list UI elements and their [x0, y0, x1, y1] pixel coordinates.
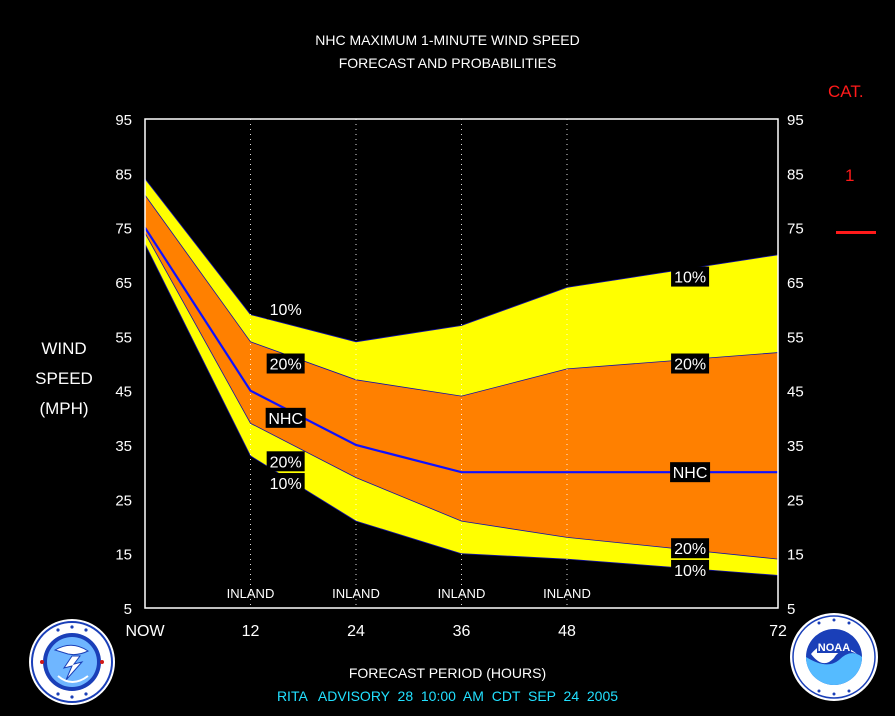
- x-tick-label: 48: [558, 623, 576, 640]
- data-label-box: [265, 407, 306, 428]
- x-tick-label: 24: [347, 623, 365, 640]
- y-tick-label-left: 75: [115, 221, 132, 238]
- category-color-bar: [836, 231, 876, 234]
- y-tick-label-left: 95: [115, 112, 132, 129]
- chart-title-line2: FORECAST AND PROBABILITIES: [338, 55, 557, 71]
- data-label-box: [670, 462, 711, 483]
- inland-label: INLAND: [438, 586, 486, 601]
- y-tick-label-right: 75: [787, 221, 804, 238]
- inland-label: INLAND: [332, 586, 380, 601]
- x-tick-label: NOW: [125, 623, 165, 640]
- y-tick-label-right: 55: [787, 329, 804, 346]
- y-tick-label-right: 45: [787, 384, 804, 401]
- y-tick-label-right: 35: [787, 438, 804, 455]
- y-tick-label-left: 15: [115, 547, 132, 564]
- y-tick-label-left: 25: [115, 492, 132, 509]
- y-axis-label-line3: (MPH): [39, 399, 89, 418]
- nhc-forecast-line: [144, 227, 778, 474]
- category-header: CAT.: [828, 82, 864, 101]
- noaa-logo: NOAA: [790, 613, 878, 701]
- svg-text:NOAA: NOAA: [818, 642, 850, 654]
- y-tick-label-left: 45: [115, 384, 132, 401]
- data-label: 10%: [674, 270, 706, 287]
- data-label: 20%: [674, 541, 706, 558]
- data-label: 20%: [270, 454, 302, 471]
- data-label: 20%: [270, 357, 302, 374]
- y-tick-label-left: 5: [124, 601, 132, 618]
- data-label: NHC: [268, 411, 303, 428]
- data-label-box: [671, 538, 710, 559]
- plot-frame: [144, 118, 779, 609]
- data-label-box: [671, 266, 710, 287]
- data-label-box: [266, 451, 305, 472]
- x-tick-label: 12: [242, 623, 260, 640]
- y-tick-label-right: 65: [787, 275, 804, 292]
- inland-label: INLAND: [543, 586, 591, 601]
- x-tick-label: 72: [769, 623, 787, 640]
- x-tick-label: 36: [453, 623, 471, 640]
- y-axis-label: WIND SPEED (MPH): [34, 334, 94, 424]
- data-label: 10%: [270, 302, 302, 319]
- advisory-line: RITA ADVISORY 28 10:00 AM CDT SEP 24 200…: [276, 688, 619, 704]
- data-label-box: [671, 559, 710, 580]
- category-value: 1: [845, 166, 855, 185]
- data-label: 10%: [270, 476, 302, 493]
- nws-logo: [29, 619, 115, 705]
- data-label: 20%: [674, 357, 706, 374]
- y-tick-label-left: 65: [115, 275, 132, 292]
- data-label: 10%: [674, 563, 706, 580]
- chart-title-line1: NHC MAXIMUM 1-MINUTE WIND SPEED: [315, 32, 580, 48]
- y-tick-label-left: 35: [115, 438, 132, 455]
- y-tick-label-left: 85: [115, 166, 132, 183]
- y-tick-label-right: 5: [787, 601, 795, 618]
- y-tick-label-right: 15: [787, 547, 804, 564]
- y-tick-label-right: 95: [787, 112, 804, 129]
- y-tick-label-right: 85: [787, 166, 804, 183]
- data-label-box: [266, 299, 305, 320]
- y-tick-label-left: 55: [115, 329, 132, 346]
- y-tick-label-right: 25: [787, 492, 804, 509]
- x-axis-title: FORECAST PERIOD (HOURS): [348, 665, 547, 681]
- data-label-box: [266, 353, 305, 374]
- y-axis-label-line2: SPEED: [35, 369, 93, 388]
- y-axis-label-line1: WIND: [41, 339, 87, 358]
- data-label-box: [266, 473, 305, 494]
- data-label-box: [671, 353, 710, 374]
- data-label: NHC: [673, 465, 708, 482]
- inland-label: INLAND: [227, 586, 275, 601]
